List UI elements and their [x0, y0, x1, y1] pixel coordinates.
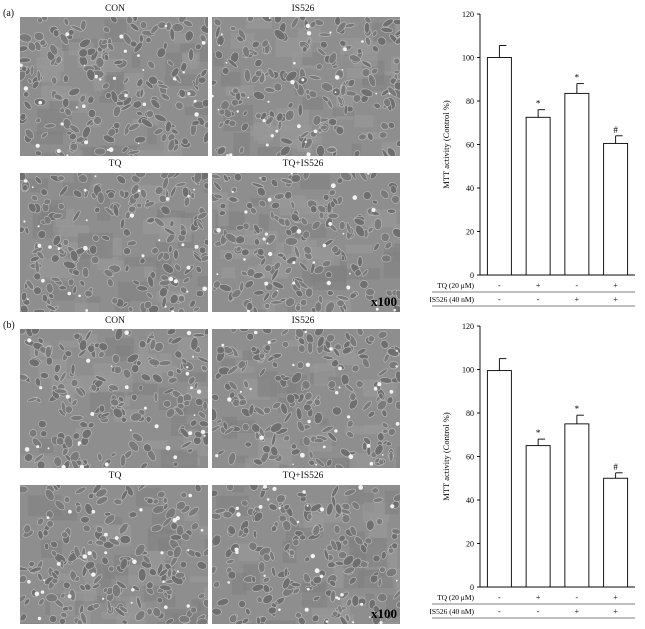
bar-chart-a: MTT activity (Control %) 0 20 40 60 80 100 120 *…	[430, 0, 645, 312]
treatment-label: IS526 (40 nM)	[430, 607, 474, 616]
significance-mark: #	[613, 125, 618, 135]
treatment-sign: +	[613, 607, 618, 616]
micrograph-is526	[212, 17, 400, 156]
image-label-con: CON	[24, 316, 206, 326]
treatment-sign: -	[498, 295, 501, 304]
bar	[604, 143, 628, 275]
bar	[565, 424, 589, 587]
micrograph-tq-is526: x100	[212, 173, 400, 312]
image-label-tq: TQ	[24, 471, 206, 481]
y-tick-label: 100	[462, 54, 474, 63]
micrograph-con	[20, 17, 208, 156]
micrograph-tq-is526: x100	[212, 485, 400, 624]
y-tick-label: 20	[466, 540, 474, 549]
treatment-sign: -	[576, 593, 579, 602]
significance-mark: *	[575, 73, 580, 83]
treatment-sign: -	[498, 593, 501, 602]
y-tick-label: 60	[466, 141, 474, 150]
bar	[487, 371, 511, 587]
treatment-sign: +	[613, 281, 618, 290]
magnification-label: x100	[371, 294, 397, 310]
image-label-tq: TQ	[24, 159, 206, 169]
panel-label: (a)	[3, 8, 14, 19]
treatment-sign: +	[575, 295, 580, 304]
micrograph-con	[20, 329, 208, 468]
panel-label: (b)	[3, 320, 15, 331]
image-label-tq-is526: TQ+IS526	[212, 159, 394, 169]
y-tick-label: 60	[466, 453, 474, 462]
significance-mark: *	[575, 404, 580, 414]
significance-mark: *	[536, 428, 541, 438]
bar-chart-b: MTT activity (Control %) 0 20 40 60 80 100 120 *…	[430, 312, 645, 624]
treatment-label: IS526 (40 nM)	[430, 295, 474, 304]
y-tick-label: 80	[466, 97, 474, 106]
micrograph-tq	[20, 173, 208, 312]
y-axis-label: MTT activity (Control %)	[441, 412, 451, 501]
y-tick-label: 0	[470, 271, 474, 280]
treatment-sign: -	[576, 281, 579, 290]
treatment-label: TQ (20 μM)	[437, 593, 474, 602]
y-tick-label: 40	[466, 184, 474, 193]
treatment-sign: +	[613, 295, 618, 304]
micrograph-is526	[212, 329, 400, 468]
treatment-sign: -	[537, 295, 540, 304]
treatment-sign: +	[613, 593, 618, 602]
bar	[487, 58, 511, 276]
y-tick-label: 20	[466, 228, 474, 237]
figure-panel-a: (a) CON IS526 TQ TQ+IS526 x100 MTT activ…	[0, 0, 645, 312]
image-label-is526: IS526	[212, 4, 394, 14]
image-label-tq-is526: TQ+IS526	[212, 471, 394, 481]
image-label-is526: IS526	[212, 316, 394, 326]
y-tick-label: 100	[462, 366, 474, 375]
bar	[565, 93, 589, 275]
y-tick-label: 120	[462, 10, 474, 19]
treatment-sign: -	[498, 281, 501, 290]
image-label-con: CON	[24, 4, 206, 14]
treatment-sign: +	[575, 607, 580, 616]
y-tick-label: 120	[462, 322, 474, 331]
treatment-sign: -	[537, 607, 540, 616]
y-tick-label: 0	[470, 583, 474, 592]
y-tick-label: 80	[466, 409, 474, 418]
treatment-sign: -	[498, 607, 501, 616]
bar	[604, 478, 628, 587]
significance-mark: #	[613, 462, 618, 472]
micrograph-tq	[20, 485, 208, 624]
bar	[526, 446, 550, 587]
bar	[526, 117, 550, 275]
treatment-sign: +	[536, 281, 541, 290]
y-tick-label: 40	[466, 496, 474, 505]
significance-mark: *	[536, 99, 541, 109]
treatment-label: TQ (20 μM)	[437, 281, 474, 290]
treatment-sign: +	[536, 593, 541, 602]
y-axis-label: MTT activity (Control %)	[441, 100, 451, 189]
magnification-label: x100	[371, 606, 397, 622]
figure-panel-b: (b) CON IS526 TQ TQ+IS526 x100 MTT activ…	[0, 312, 645, 624]
